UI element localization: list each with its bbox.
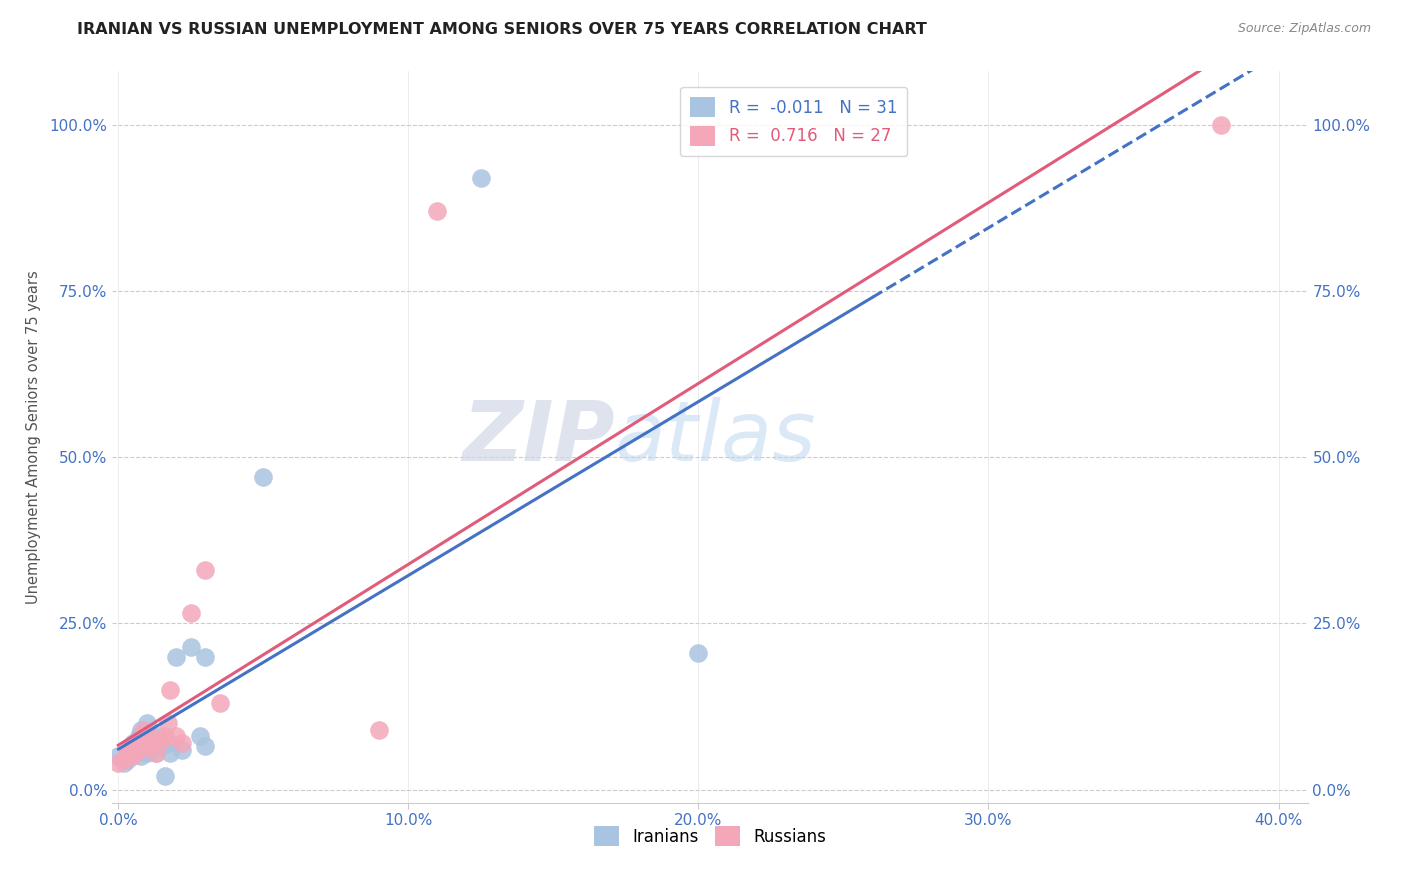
Point	[139, 729, 162, 743]
Point	[107, 756, 129, 770]
Point	[131, 723, 153, 737]
Point	[172, 736, 194, 750]
Point	[125, 739, 148, 754]
Point	[153, 769, 176, 783]
Point	[194, 739, 217, 754]
Point	[128, 732, 150, 747]
Point	[426, 204, 449, 219]
Point	[125, 736, 148, 750]
Point	[150, 732, 173, 747]
Point	[115, 753, 138, 767]
Legend: Iranians, Russians: Iranians, Russians	[588, 820, 832, 853]
Point	[156, 716, 179, 731]
Point	[180, 607, 202, 621]
Point	[128, 742, 150, 756]
Point	[153, 729, 176, 743]
Y-axis label: Unemployment Among Seniors over 75 years: Unemployment Among Seniors over 75 years	[27, 270, 41, 604]
Text: ZIP: ZIP	[461, 397, 614, 477]
Point	[150, 739, 173, 754]
Point	[131, 729, 153, 743]
Point	[121, 736, 143, 750]
Point	[145, 746, 167, 760]
Point	[112, 756, 135, 770]
Text: atlas: atlas	[614, 397, 815, 477]
Point	[136, 746, 159, 760]
Point	[145, 746, 167, 760]
Text: IRANIAN VS RUSSIAN UNEMPLOYMENT AMONG SENIORS OVER 75 YEARS CORRELATION CHART: IRANIAN VS RUSSIAN UNEMPLOYMENT AMONG SE…	[77, 22, 927, 37]
Point	[156, 736, 179, 750]
Point	[112, 753, 135, 767]
Point	[165, 649, 187, 664]
Point	[136, 739, 159, 754]
Point	[165, 729, 187, 743]
Point	[208, 696, 231, 710]
Point	[252, 470, 274, 484]
Point	[148, 729, 170, 743]
Point	[118, 746, 141, 760]
Text: Source: ZipAtlas.com: Source: ZipAtlas.com	[1237, 22, 1371, 36]
Point	[136, 716, 159, 731]
Point	[368, 723, 391, 737]
Point	[121, 742, 143, 756]
Point	[688, 646, 710, 660]
Point	[188, 729, 211, 743]
Point	[139, 742, 162, 756]
Point	[1209, 118, 1232, 132]
Point	[131, 749, 153, 764]
Point	[470, 170, 492, 185]
Point	[142, 736, 165, 750]
Point	[159, 746, 181, 760]
Point	[115, 746, 138, 760]
Point	[128, 729, 150, 743]
Point	[107, 749, 129, 764]
Point	[194, 649, 217, 664]
Point	[121, 739, 143, 754]
Point	[118, 742, 141, 756]
Point	[194, 563, 217, 577]
Point	[159, 682, 181, 697]
Point	[180, 640, 202, 654]
Point	[131, 736, 153, 750]
Point	[134, 742, 156, 756]
Point	[134, 723, 156, 737]
Point	[142, 736, 165, 750]
Point	[172, 742, 194, 756]
Point	[121, 749, 143, 764]
